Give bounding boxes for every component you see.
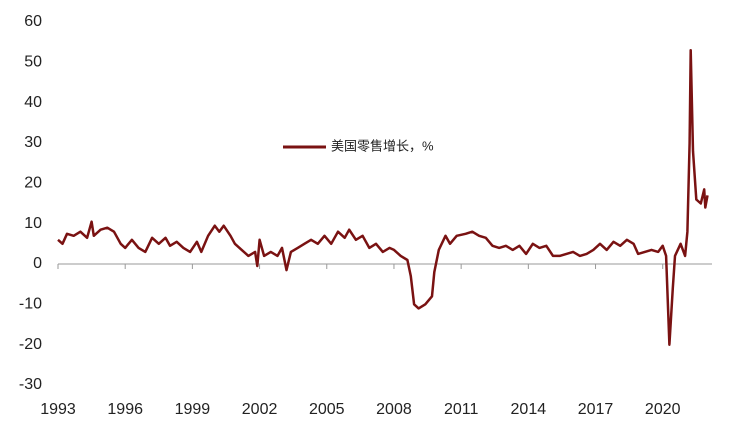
y-tick-label: 60	[24, 13, 42, 30]
x-tick-label: 2002	[242, 401, 278, 418]
y-tick-label: -20	[19, 336, 42, 353]
x-tick-label: 2017	[578, 401, 614, 418]
x-tick-label: 2020	[645, 401, 681, 418]
x-tick-label: 2005	[309, 401, 345, 418]
y-tick-label: -10	[19, 296, 42, 313]
y-tick-label: -30	[19, 376, 42, 393]
y-tick-label: 0	[33, 255, 42, 272]
y-tick-label: 30	[24, 134, 42, 151]
y-tick-label: 40	[24, 94, 42, 111]
x-tick-label: 1993	[40, 401, 76, 418]
series-line	[57, 48, 709, 346]
legend-label: 美国零售增长，%	[331, 138, 434, 153]
x-tick-label: 2014	[511, 401, 547, 418]
x-tick-label: 1996	[107, 401, 143, 418]
y-tick-label: 10	[24, 215, 42, 232]
y-tick-label: 20	[24, 175, 42, 192]
x-tick-label: 2011	[444, 401, 479, 418]
x-tick-label: 1999	[175, 401, 211, 418]
y-tick-label: 50	[24, 54, 42, 71]
x-tick-label: 2008	[376, 401, 412, 418]
